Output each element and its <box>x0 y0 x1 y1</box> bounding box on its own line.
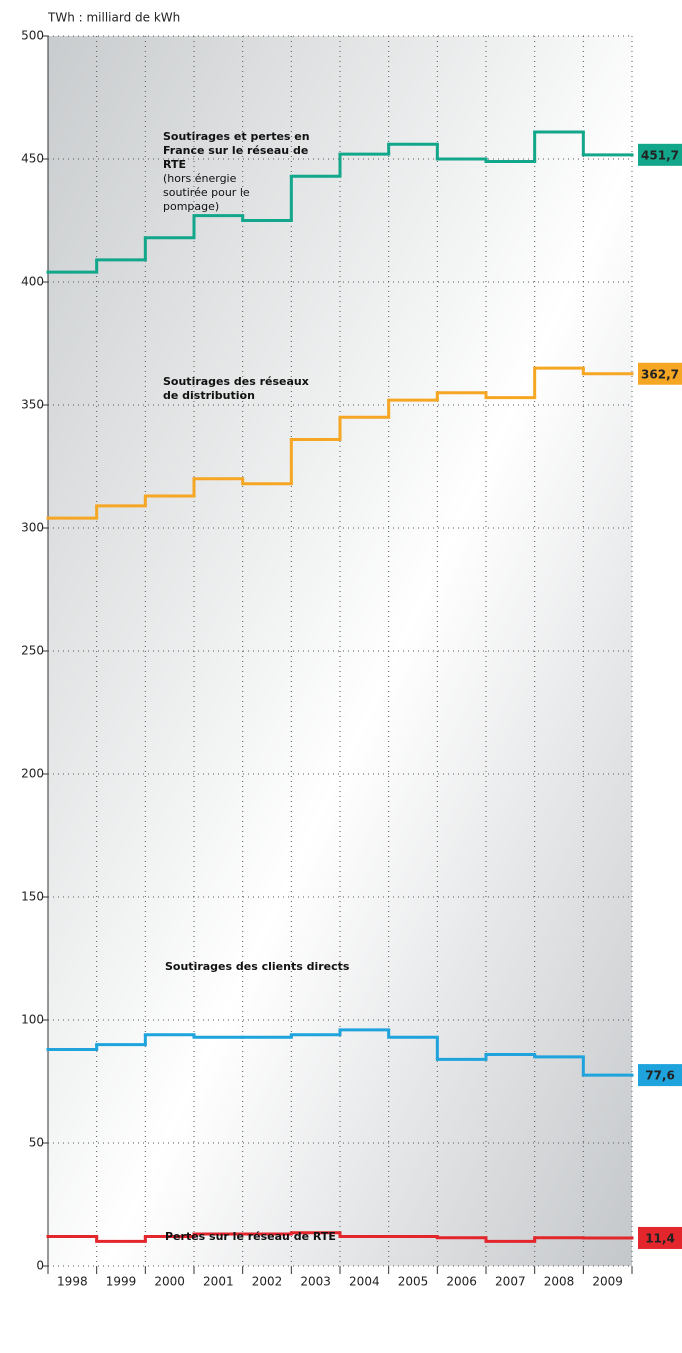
value-label: 77,6 <box>645 1069 675 1083</box>
y-tick-label: 400 <box>21 275 44 289</box>
value-label-box <box>638 143 682 166</box>
x-tick-label: 2005 <box>398 1275 429 1289</box>
x-tick-label: 2003 <box>300 1275 331 1289</box>
x-tick-label: 2001 <box>203 1275 234 1289</box>
series-label: Soutirages des réseaux de distribution <box>163 375 313 403</box>
x-tick-label: 2006 <box>446 1275 477 1289</box>
y-tick-label: 250 <box>21 644 44 658</box>
y-axis-label: TWh : milliard de kWh <box>47 11 180 25</box>
series-label: Pertes sur le réseau de RTE <box>165 1230 385 1244</box>
y-tick-label: 100 <box>21 1013 44 1027</box>
y-tick-label: 350 <box>21 398 44 412</box>
x-tick-label: 2009 <box>592 1275 623 1289</box>
value-label: 362,7 <box>641 367 679 381</box>
y-tick-label: 150 <box>21 890 44 904</box>
x-tick-label: 2000 <box>154 1275 185 1289</box>
series-name: Soutirages des clients directs <box>165 960 350 973</box>
value-label: 451,7 <box>641 148 679 162</box>
y-tick-label: 300 <box>21 521 44 535</box>
value-label-box <box>638 1226 682 1249</box>
y-tick-label: 500 <box>21 29 44 43</box>
series-label: Soutirages des clients directs <box>165 960 385 974</box>
y-tick-label: 200 <box>21 767 44 781</box>
series-name: Soutirages des réseaux de distribution <box>163 375 309 402</box>
y-tick-label: 50 <box>29 1136 44 1150</box>
x-tick-label: 2004 <box>349 1275 380 1289</box>
series-name: Pertes sur le réseau de RTE <box>165 1230 336 1243</box>
x-tick-label: 1999 <box>106 1275 137 1289</box>
x-tick-label: 2007 <box>495 1275 526 1289</box>
x-tick-label: 2008 <box>544 1275 575 1289</box>
y-tick-label: 450 <box>21 152 44 166</box>
series-note: (hors énergie soutirée pour le pompage) <box>163 172 250 213</box>
x-tick-label: 1998 <box>57 1275 88 1289</box>
series-label: Soutirages et pertes en France sur le ré… <box>163 130 313 214</box>
value-label: 11,4 <box>645 1231 675 1245</box>
x-tick-label: 2002 <box>252 1275 283 1289</box>
value-label-box <box>638 362 682 385</box>
value-label-box <box>638 1064 682 1087</box>
y-tick-label: 0 <box>36 1259 44 1273</box>
series-name: Soutirages et pertes en France sur le ré… <box>163 130 310 171</box>
